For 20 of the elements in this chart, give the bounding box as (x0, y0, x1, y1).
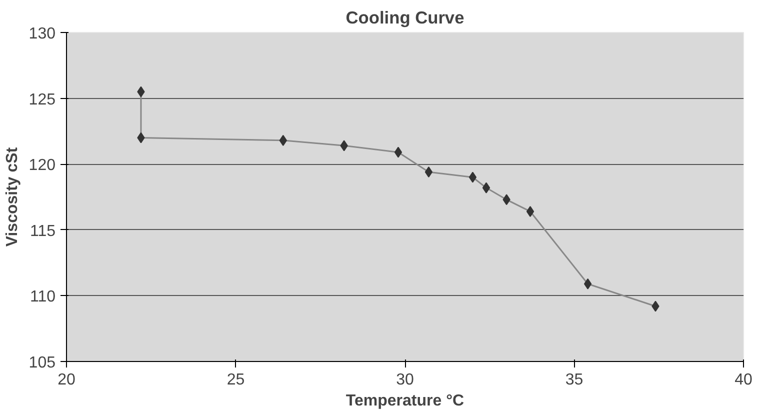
y-axis-title: Viscosity cSt (4, 146, 21, 247)
point (394, 146, 402, 158)
point (468, 172, 477, 183)
x-tick-label: 40 (734, 372, 752, 388)
x-axis-title: Temperature °C (346, 392, 465, 410)
point (584, 278, 592, 290)
y-tick-label: 110 (30, 288, 56, 306)
x-tick-label: 25 (226, 372, 245, 388)
x-tick-label: 35 (565, 372, 584, 388)
y-tick-label: 105 (28, 354, 56, 372)
point (482, 182, 490, 194)
x-tick-label: 20 (58, 372, 76, 388)
x-tick-label: 30 (396, 372, 414, 388)
chart-title: Cooling Curve (346, 8, 465, 28)
y-tick-label: 125 (28, 91, 56, 108)
y-tick-label: 115 (30, 222, 56, 240)
y-tick-label: 120 (28, 157, 56, 174)
y-tick-label: 130 (28, 26, 56, 42)
point (424, 166, 433, 178)
point (526, 206, 534, 217)
